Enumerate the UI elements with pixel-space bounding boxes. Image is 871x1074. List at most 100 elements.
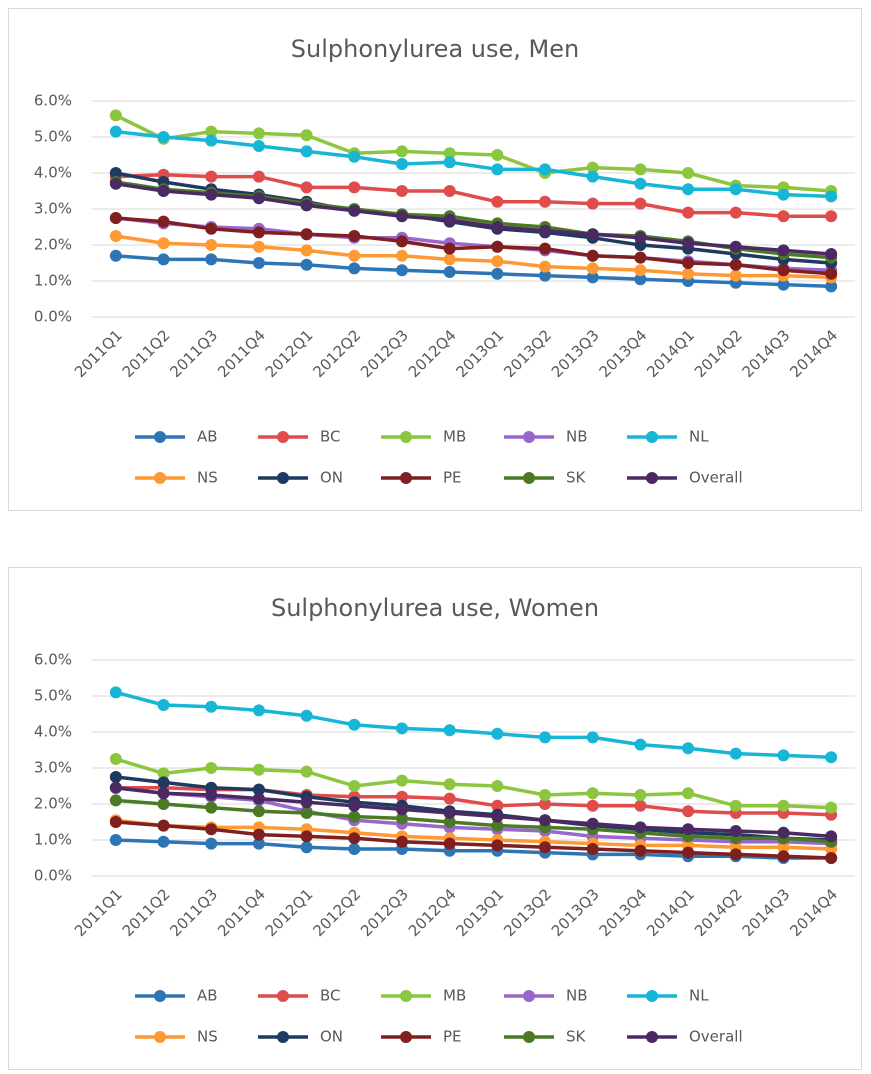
- data-point: [348, 181, 361, 194]
- data-point: [729, 848, 742, 861]
- data-point: [491, 267, 504, 280]
- data-point: [252, 704, 265, 717]
- data-point: [205, 239, 218, 251]
- data-point: [252, 805, 265, 818]
- data-point: [825, 248, 838, 260]
- legend-marker: [400, 431, 412, 443]
- data-point: [491, 255, 504, 268]
- data-point: [157, 798, 170, 810]
- legend-marker: [646, 1031, 658, 1043]
- legend-label: MB: [443, 987, 466, 1005]
- series-line: [115, 216, 832, 276]
- data-point: [443, 837, 456, 850]
- data-point: [109, 686, 122, 699]
- data-point: [300, 830, 313, 843]
- data-point: [729, 240, 742, 253]
- data-point: [825, 852, 838, 864]
- data-point: [443, 807, 456, 819]
- legend-label: NL: [689, 987, 709, 1005]
- data-point: [252, 170, 265, 183]
- data-point: [682, 206, 695, 219]
- data-point: [443, 266, 456, 278]
- data-point: [586, 161, 599, 174]
- data-point: [443, 792, 456, 805]
- legend-label: MB: [443, 428, 466, 446]
- legend-marker: [523, 472, 535, 484]
- data-point: [300, 199, 313, 212]
- data-point: [252, 226, 265, 239]
- legend-label: SK: [566, 1028, 587, 1046]
- data-point: [491, 195, 504, 208]
- legend-marker: [277, 472, 289, 484]
- legend-marker: [154, 990, 166, 1002]
- chart-border: [8, 567, 862, 1070]
- series-line: [115, 129, 832, 199]
- legend-marker: [154, 1031, 166, 1043]
- data-point: [395, 803, 408, 816]
- y-tick-label: 0.0%: [34, 308, 72, 326]
- data-point: [443, 213, 456, 226]
- series-line: [115, 798, 832, 844]
- data-point: [539, 841, 552, 854]
- data-point: [825, 190, 838, 203]
- data-point: [491, 240, 504, 253]
- data-point: [443, 147, 456, 160]
- data-point: [109, 781, 122, 794]
- data-point: [825, 751, 838, 764]
- data-point: [395, 774, 408, 787]
- data-point: [395, 158, 408, 170]
- legend-marker: [523, 1031, 535, 1043]
- series-line: [115, 173, 832, 218]
- legend-marker: [277, 990, 289, 1002]
- data-point: [157, 131, 170, 143]
- legend-marker: [154, 472, 166, 484]
- legend-label: BC: [320, 428, 341, 446]
- data-point: [729, 747, 742, 760]
- data-point: [491, 839, 504, 852]
- data-point: [586, 843, 599, 855]
- data-point: [300, 228, 313, 241]
- data-point: [348, 832, 361, 845]
- data-point: [300, 181, 313, 194]
- y-tick-label: 6.0%: [34, 92, 72, 110]
- legend-label: Overall: [689, 1028, 743, 1046]
- series-line: [115, 234, 832, 280]
- data-point: [729, 206, 742, 219]
- data-point: [109, 794, 122, 807]
- series-line: [115, 820, 832, 860]
- series-line: [115, 786, 832, 846]
- y-tick-label: 4.0%: [34, 164, 72, 182]
- data-point: [205, 222, 218, 235]
- legend-label: AB: [197, 987, 218, 1005]
- legend-marker: [277, 1031, 289, 1043]
- data-point: [205, 134, 218, 147]
- data-point: [682, 823, 695, 836]
- legend-marker: [154, 431, 166, 443]
- legend-marker: [646, 431, 658, 443]
- data-point: [300, 244, 313, 257]
- data-point: [777, 278, 790, 291]
- legend-label: PE: [443, 1028, 462, 1046]
- data-point: [539, 269, 552, 282]
- chart-title: Sulphonylurea use, Women: [271, 594, 599, 622]
- y-tick-label: 3.0%: [34, 200, 72, 218]
- data-point: [539, 163, 552, 176]
- data-point: [586, 271, 599, 284]
- data-point: [443, 242, 456, 255]
- series-line: [115, 775, 832, 842]
- data-point: [634, 273, 647, 286]
- data-point: [634, 251, 647, 264]
- legend-label: NS: [197, 469, 218, 487]
- legend-marker: [400, 990, 412, 1002]
- data-point: [825, 801, 838, 814]
- legend-label: PE: [443, 469, 462, 487]
- data-point: [539, 260, 552, 273]
- data-point: [682, 237, 695, 250]
- data-point: [109, 167, 122, 179]
- series-line: [115, 690, 832, 759]
- data-point: [300, 129, 313, 142]
- data-point: [443, 724, 456, 737]
- data-point: [682, 787, 695, 800]
- data-point: [729, 183, 742, 196]
